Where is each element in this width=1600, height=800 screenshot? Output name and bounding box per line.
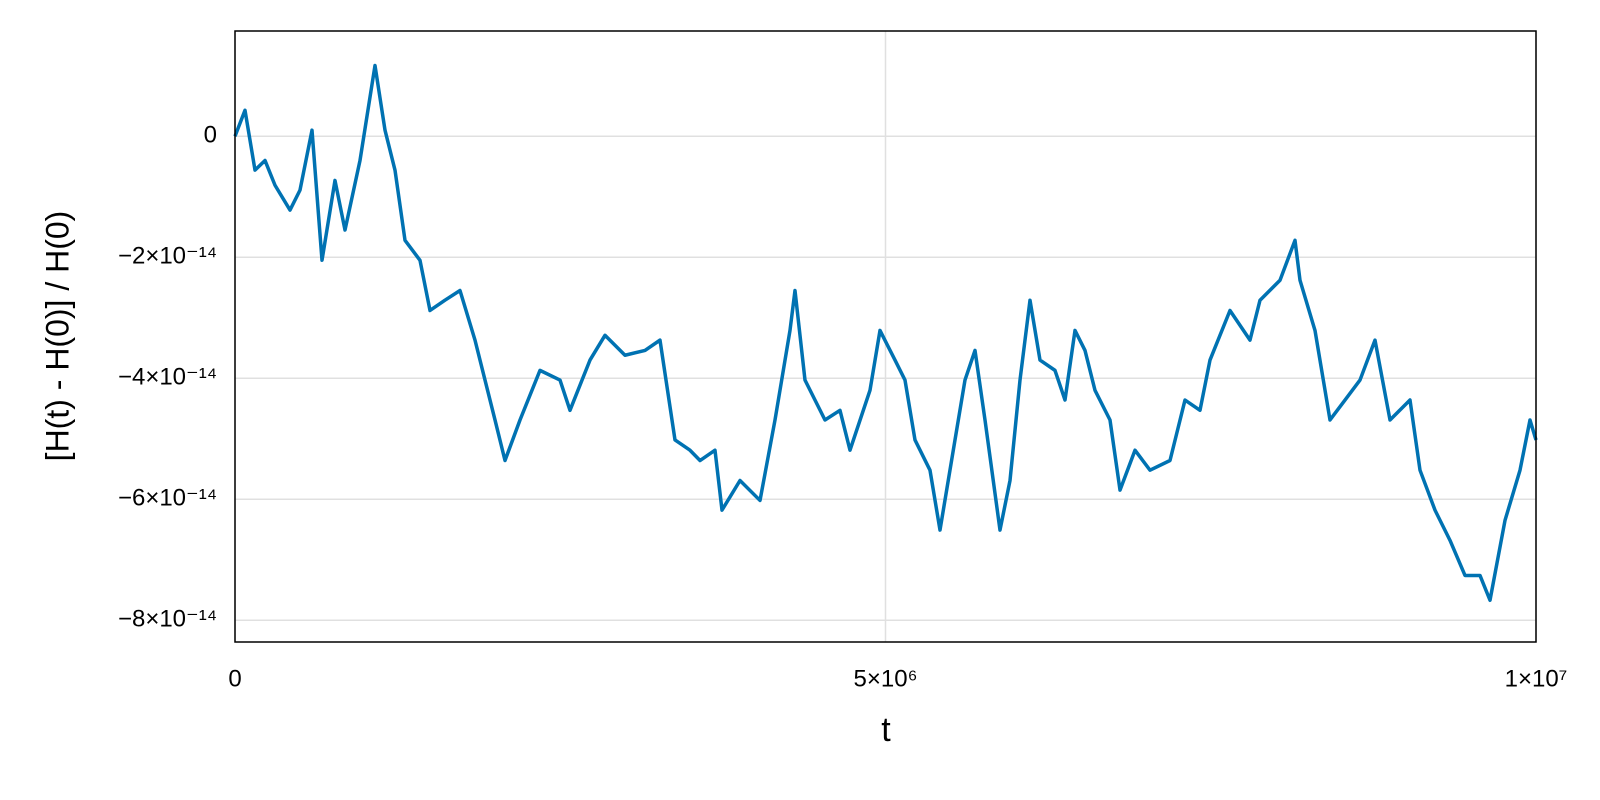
y-tick-label: −6×10⁻¹⁴ [118,485,217,512]
x-tick-label: 1×10⁷ [1505,665,1568,692]
y-tick-label: −8×10⁻¹⁴ [118,606,217,633]
y-tick-label: 0 [204,122,217,149]
data-line [233,63,1538,603]
x-axis-label: t [881,711,891,749]
plot-frame [234,30,1537,643]
y-tick-label: −4×10⁻¹⁴ [118,364,217,391]
x-tick-label: 5×10⁶ [854,665,918,692]
y-axis-label: [H(t) - H(0)] / H(0) [39,211,75,462]
y-tick-label: −2×10⁻¹⁴ [118,243,217,270]
x-tick-label: 0 [228,665,241,692]
